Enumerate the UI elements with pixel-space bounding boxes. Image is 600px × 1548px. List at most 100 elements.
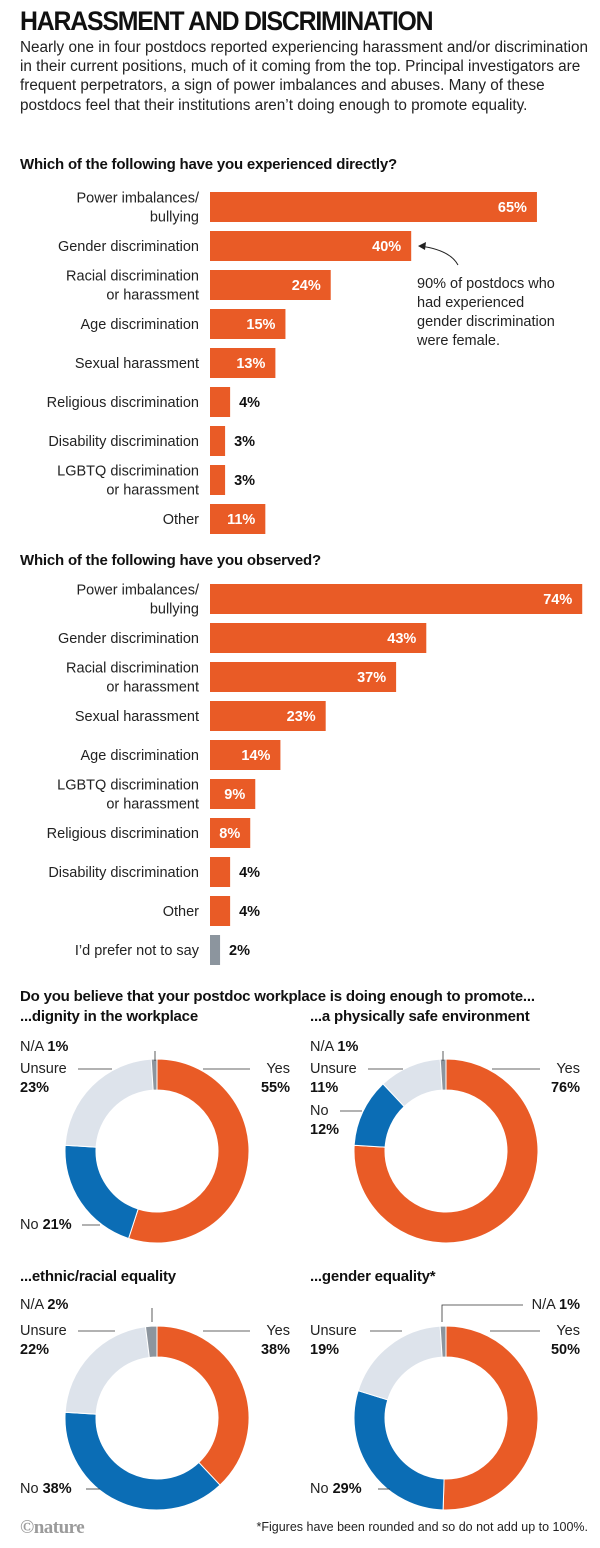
donut-slice-unsure (357, 1325, 443, 1401)
page-title: HARASSMENT AND DISCRIMINATION (20, 6, 434, 36)
slice-value: 19% (310, 1342, 339, 1358)
donut-slice-no (64, 1411, 221, 1511)
bar (210, 701, 326, 731)
slice-value: 23% (20, 1080, 49, 1096)
slice-value: 38% (43, 1481, 72, 1497)
category-label: Gender discrimination (58, 239, 199, 255)
bar (210, 935, 221, 965)
bar-chart-1: Power imbalances/bullying 74% Gender discr… (47, 583, 583, 965)
slice-name: N/A (20, 1039, 47, 1055)
bar-chart-0: Power imbalances/bullying 65% Gender discr… (47, 191, 537, 534)
value-label: 4% (239, 904, 260, 920)
slice-name: N/A (310, 1039, 337, 1055)
slice-label: No 21% (20, 1217, 72, 1233)
donut-slice-unsure (64, 1058, 154, 1148)
bar (210, 426, 226, 456)
donut-slice-na (439, 1325, 447, 1358)
category-label: Gender discrimination (58, 631, 199, 647)
slice-label: N/A 1% (20, 1039, 68, 1055)
category-label: bullying (150, 602, 199, 618)
slice-value: 76% (551, 1080, 580, 1096)
slice-name: Unsure (20, 1061, 67, 1077)
slice-name: Unsure (310, 1061, 357, 1077)
footnote: *Figures have been rounded and so do not… (256, 1520, 588, 1534)
donut-title-gender: ...gender equality* (310, 1268, 436, 1285)
chart-title-observed: Which of the following have you observed… (20, 552, 321, 569)
slice-name: No (310, 1103, 329, 1119)
value-label: 3% (234, 434, 255, 450)
slice-name: Yes (556, 1061, 580, 1077)
bar (210, 623, 427, 653)
category-label: Age discrimination (81, 748, 199, 764)
donut-chart-3: Yes 50% No 29% Unsure 19% N/A 1% (310, 1297, 580, 1511)
slice-name: N/A (20, 1297, 47, 1313)
category-label: Racial discrimination (66, 269, 199, 285)
slice-label: N/A 2% (20, 1297, 68, 1313)
category-label: Disability discrimination (48, 865, 199, 881)
category-label: Religious discrimination (47, 395, 199, 411)
bar (210, 309, 286, 339)
value-label: 40% (372, 239, 401, 255)
category-label: Racial discrimination (66, 661, 199, 677)
category-label: Power imbalances/ (77, 583, 200, 599)
category-label: Religious discrimination (47, 826, 199, 842)
slice-label: N/A 1% (310, 1039, 358, 1055)
donut-title-dignity: ...dignity in the workplace (20, 1008, 198, 1025)
bar (210, 387, 231, 417)
bar (210, 857, 231, 887)
slice-value: 2% (47, 1297, 68, 1313)
value-label: 43% (387, 631, 416, 647)
category-label: LGBTQ discrimination (57, 778, 199, 794)
slice-name: Yes (556, 1323, 580, 1339)
slice-name: No (310, 1481, 333, 1497)
bar (210, 270, 331, 300)
slice-value: 22% (20, 1342, 49, 1358)
donut-slice-yes (156, 1325, 250, 1486)
slice-value: 50% (551, 1342, 580, 1358)
donut-slice-unsure (64, 1326, 150, 1415)
category-label: bullying (150, 210, 199, 226)
slice-value: 21% (43, 1217, 72, 1233)
bar (210, 465, 226, 495)
value-label: 14% (241, 748, 270, 764)
nature-logo: ©nature (20, 1517, 85, 1538)
donut-slice-na (439, 1058, 447, 1091)
category-label: or harassment (106, 288, 199, 304)
value-label: 8% (219, 826, 240, 842)
value-label: 4% (239, 395, 260, 411)
bar (210, 818, 251, 848)
slice-name: No (20, 1217, 43, 1233)
donut-slice-yes (127, 1058, 250, 1244)
bar (210, 348, 276, 378)
intro-text: Nearly one in four postdocs reported exp… (20, 39, 588, 114)
donut-slice-no (353, 1390, 445, 1511)
slice-name: Unsure (20, 1323, 67, 1339)
category-label: Power imbalances/ (77, 191, 200, 207)
slice-value: 38% (261, 1342, 290, 1358)
slice-name: No (20, 1481, 43, 1497)
bar (210, 231, 412, 261)
value-label: 23% (287, 709, 316, 725)
annotation: 90% of postdocs who had experienced gender… (416, 242, 555, 349)
category-label: or harassment (106, 483, 199, 499)
value-label: 24% (292, 278, 321, 294)
value-label: 15% (246, 317, 275, 333)
donut-slice-yes (353, 1058, 539, 1244)
value-label: 3% (234, 473, 255, 489)
annotation-text: 90% of postdocs who (417, 276, 555, 292)
annotation-text: had experienced (417, 295, 524, 311)
bar (210, 740, 281, 770)
category-label: Other (163, 904, 199, 920)
annotation-arrow (419, 245, 459, 266)
slice-label: N/A 1% (532, 1297, 580, 1313)
slice-name: Unsure (310, 1323, 357, 1339)
donut-chart-1: Yes 76% No 12% Unsure 11% N/A 1% (310, 1039, 580, 1244)
category-label: or harassment (106, 680, 199, 696)
value-label: 37% (357, 670, 386, 686)
value-label: 2% (229, 943, 250, 959)
category-label: Age discrimination (81, 317, 199, 333)
slice-name: N/A (532, 1297, 559, 1313)
slice-value: 11% (310, 1080, 338, 1096)
